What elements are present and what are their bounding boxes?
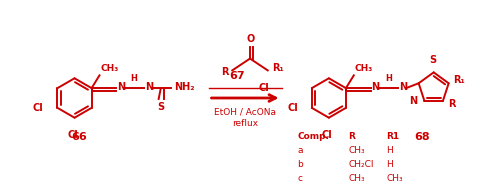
Text: N: N	[399, 82, 407, 92]
Text: a: a	[298, 146, 303, 155]
Text: R: R	[448, 99, 456, 109]
Text: CH₃: CH₃	[348, 146, 365, 155]
Text: R₁: R₁	[272, 63, 283, 74]
Text: N: N	[145, 82, 153, 92]
Text: N: N	[117, 82, 126, 92]
Text: NH₂: NH₂	[174, 82, 195, 92]
Text: Cl: Cl	[67, 129, 78, 140]
Text: H: H	[386, 160, 393, 169]
Text: S: S	[157, 102, 164, 112]
Text: N: N	[372, 82, 380, 92]
Text: reflux: reflux	[232, 119, 258, 128]
Text: CH₃: CH₃	[348, 174, 365, 183]
Text: CH₃: CH₃	[100, 64, 118, 73]
Text: O: O	[247, 34, 255, 44]
Text: 66: 66	[72, 132, 88, 143]
Text: R: R	[348, 132, 356, 142]
Text: CH₃: CH₃	[355, 64, 373, 73]
Text: 67: 67	[230, 71, 245, 81]
Text: Cl: Cl	[33, 103, 43, 113]
Text: H: H	[386, 146, 393, 155]
Text: H: H	[385, 74, 392, 83]
Text: R1: R1	[386, 132, 399, 142]
Text: CH₂Cl: CH₂Cl	[348, 160, 374, 169]
Text: H: H	[130, 74, 138, 83]
Text: Cl: Cl	[322, 129, 332, 140]
Text: N: N	[410, 96, 418, 106]
Text: Cl: Cl	[287, 103, 298, 113]
Text: b: b	[298, 160, 303, 169]
Text: EtOH / AcONa: EtOH / AcONa	[214, 107, 276, 116]
Text: S: S	[429, 55, 436, 66]
Text: R₁: R₁	[454, 75, 466, 85]
Text: Cl: Cl	[258, 83, 269, 93]
Text: R: R	[221, 67, 228, 77]
Text: Comp.: Comp.	[298, 132, 329, 142]
Text: CH₃: CH₃	[386, 174, 402, 183]
Text: 68: 68	[414, 132, 430, 143]
Text: c: c	[298, 174, 302, 183]
